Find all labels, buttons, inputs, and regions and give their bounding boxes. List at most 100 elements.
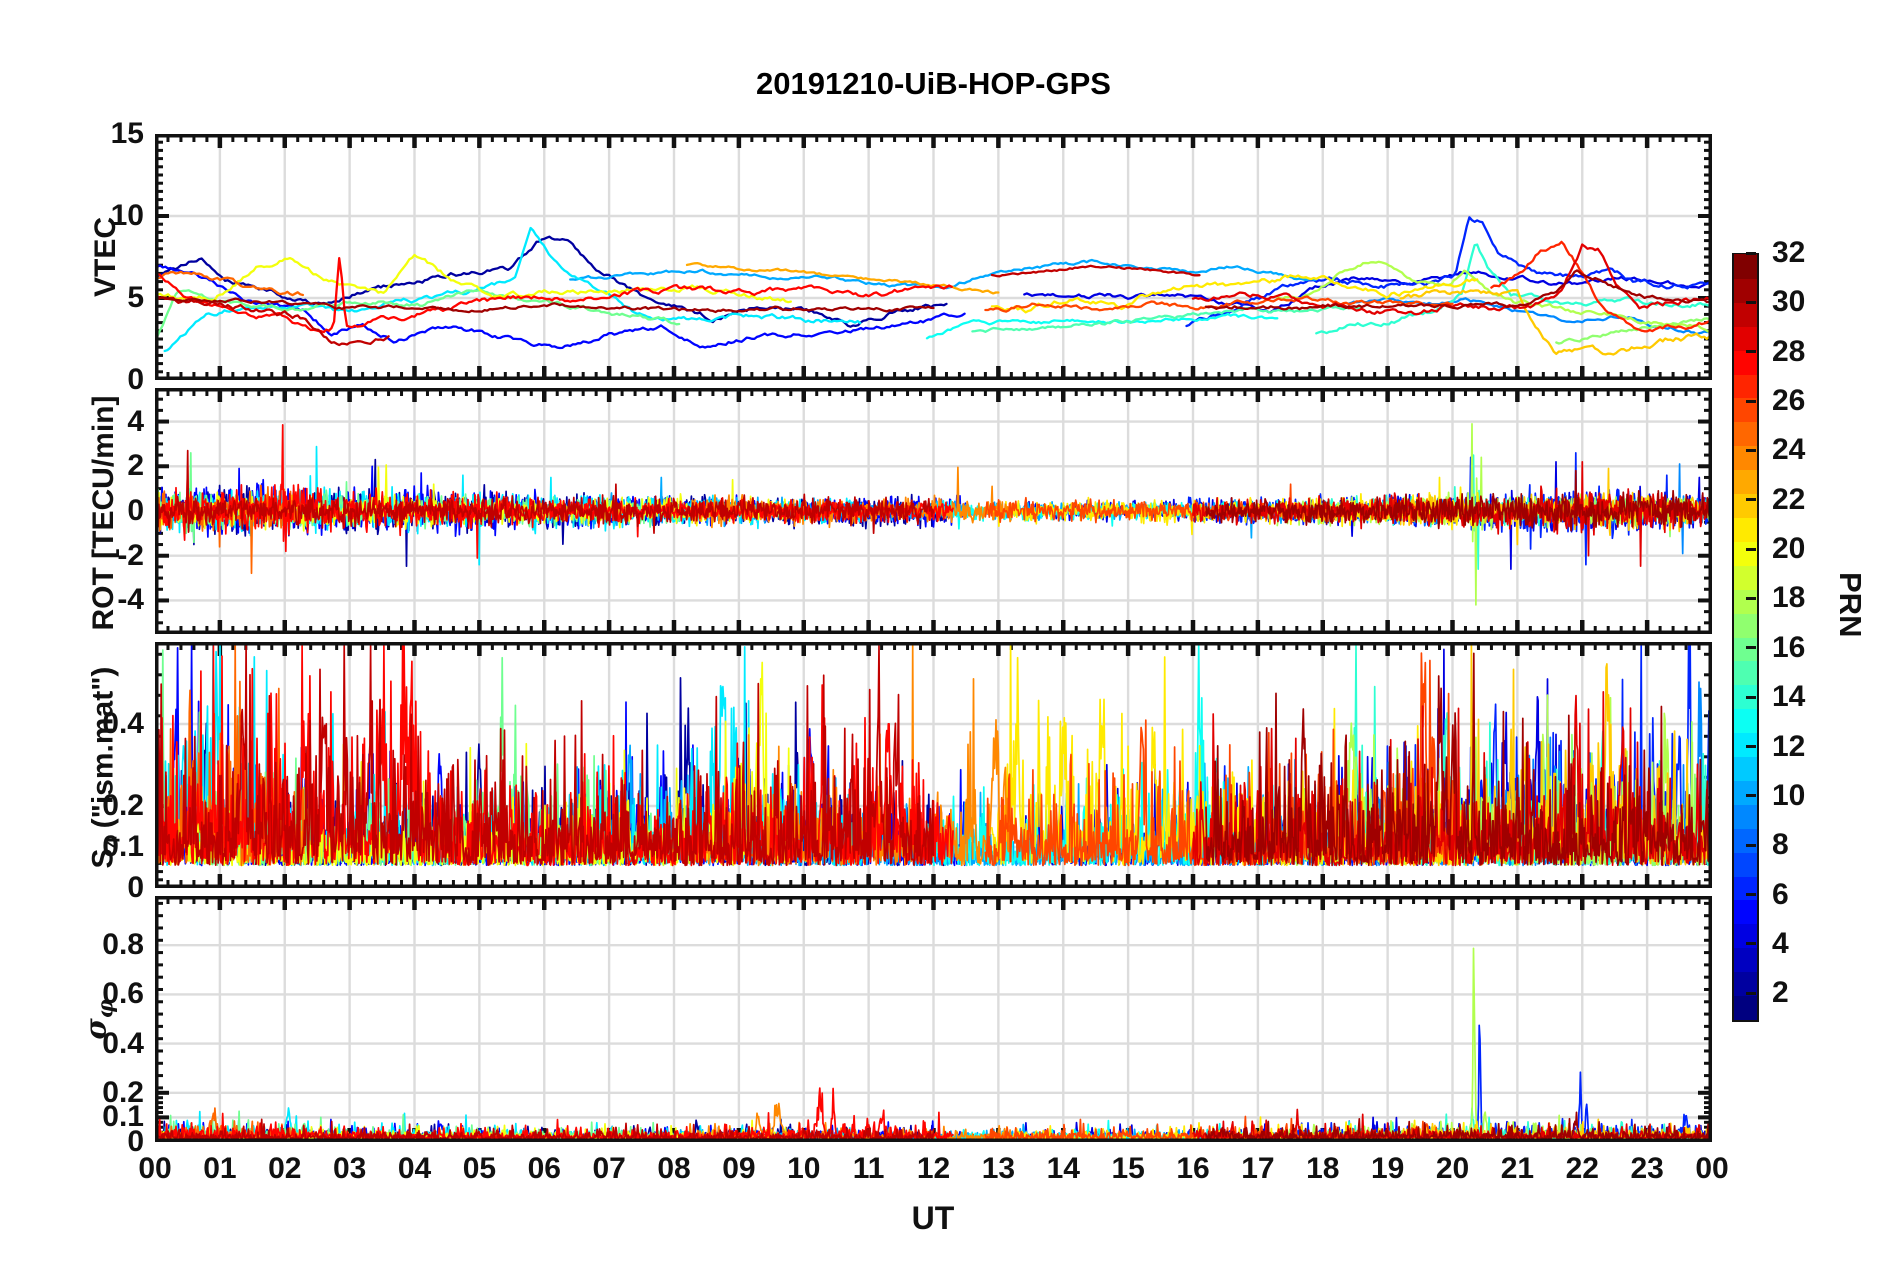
series-prn-30 — [990, 264, 1201, 278]
colorbar-band — [1734, 540, 1757, 566]
colorbar-band — [1734, 827, 1757, 853]
colorbar-band — [1734, 684, 1757, 710]
colorbar-tick-label: 10 — [1772, 778, 1806, 812]
colorbar-band — [1734, 469, 1757, 495]
axes-frame — [155, 642, 1712, 888]
y-tick-label: 0.2 — [102, 1075, 144, 1109]
series-prn-17 — [1555, 317, 1712, 345]
colorbar-tick — [1746, 991, 1756, 995]
colorbar-tick-label: 20 — [1772, 532, 1806, 566]
colorbar-band — [1734, 803, 1757, 829]
panel-s4-plot — [155, 642, 1712, 888]
series-prn-22 — [1399, 288, 1712, 356]
x-tick-label: 16 — [1176, 1152, 1210, 1185]
y-tick-label: 0.6 — [102, 977, 144, 1011]
x-tick-label: 05 — [462, 1152, 497, 1185]
colorbar-tick — [1746, 745, 1756, 749]
colorbar-tick — [1746, 942, 1756, 946]
colorbar-tick-label: 6 — [1772, 877, 1789, 911]
colorbar-tick-label: 18 — [1772, 581, 1806, 615]
series-prn-31 — [1205, 469, 1712, 532]
y-tick-label: 0.1 — [102, 830, 144, 863]
colorbar-band — [1734, 875, 1757, 901]
colorbar-band — [1734, 994, 1757, 1020]
chart-title: 20191210-UiB-HOP-GPS — [756, 66, 1111, 101]
x-axis-title: UT — [911, 1200, 955, 1236]
series-group — [155, 216, 1712, 356]
colorbar-band — [1734, 708, 1757, 734]
colorbar-band — [1734, 516, 1757, 542]
grid — [155, 896, 1712, 1142]
colorbar-band — [1734, 277, 1757, 303]
axis-ticks — [155, 134, 1712, 380]
x-tick-label: 22 — [1565, 1152, 1599, 1185]
series-group — [155, 644, 1712, 867]
colorbar-band — [1734, 421, 1757, 447]
series-prn-28 — [155, 424, 954, 559]
colorbar-tick — [1746, 646, 1756, 650]
colorbar-band — [1734, 349, 1757, 375]
colorbar-band — [1734, 779, 1757, 805]
x-tick-label: 06 — [527, 1152, 561, 1185]
panel-rot-plot — [155, 388, 1712, 634]
colorbar-tick — [1746, 596, 1756, 600]
x-tick-label: 13 — [981, 1152, 1016, 1185]
colorbar-band — [1734, 660, 1757, 686]
series-prn-20 — [155, 253, 792, 304]
colorbar-band — [1734, 588, 1757, 614]
axes-frame — [155, 896, 1712, 1142]
colorbar-band — [1734, 397, 1757, 423]
colorbar-tick — [1746, 251, 1756, 255]
axis-ticks — [155, 388, 1712, 634]
colorbar-tick — [1746, 547, 1756, 551]
panel-sigma-phi — [155, 896, 1712, 1142]
x-tick-label: 19 — [1370, 1152, 1405, 1185]
x-tick-label: 20 — [1435, 1152, 1470, 1185]
colorbar-band — [1734, 731, 1757, 758]
series-prn-31 — [1205, 1111, 1712, 1140]
series-prn-31 — [155, 296, 935, 314]
colorbar-tick-label: 28 — [1772, 334, 1806, 368]
series-prn-16 — [155, 288, 681, 344]
colorbar-tick — [1746, 448, 1756, 452]
x-tick-label: 03 — [332, 1152, 367, 1185]
y-tick-label: 15 — [110, 117, 144, 150]
colorbar-band — [1734, 325, 1757, 351]
series-prn-28 — [155, 257, 953, 334]
colorbar-tick-label: 26 — [1772, 384, 1806, 418]
colorbar-tick-label: 24 — [1772, 433, 1806, 467]
ylabel-vtec: VTEC — [89, 217, 122, 298]
series-prn-21 — [990, 274, 1479, 314]
colorbar-band — [1734, 492, 1757, 518]
x-tick-label: 14 — [1046, 1152, 1080, 1185]
x-tick-label: 02 — [268, 1152, 302, 1185]
x-tick-label: 11 — [852, 1152, 885, 1185]
x-tick-label: 18 — [1306, 1152, 1340, 1185]
colorbar-tick-label: 22 — [1772, 482, 1806, 516]
colorbar-tick-label: 2 — [1772, 976, 1789, 1010]
series-prn-15 — [971, 305, 1363, 333]
y-tick-label: 4 — [127, 404, 144, 438]
x-tick-label: 23 — [1630, 1152, 1664, 1185]
colorbar-band — [1734, 851, 1757, 877]
series-group — [155, 422, 1712, 606]
panel-vtec — [155, 134, 1712, 380]
y-tick-label: -4 — [117, 583, 144, 617]
colorbar-tick — [1746, 695, 1756, 699]
colorbar-band — [1734, 971, 1757, 997]
colorbar-tick-label: 32 — [1772, 236, 1806, 269]
y-tick-label: 0 — [127, 494, 144, 527]
colorbar-band — [1734, 755, 1757, 781]
x-tick-label: 08 — [657, 1152, 691, 1185]
series-prn-4 — [1023, 270, 1712, 314]
colorbar — [1732, 253, 1759, 1022]
colorbar-tick — [1746, 300, 1756, 304]
x-tick-label: 09 — [722, 1152, 756, 1185]
panel-sigma-phi-plot — [155, 896, 1712, 1142]
y-tick-label: 0 — [127, 363, 144, 396]
x-tick-label: 04 — [397, 1152, 432, 1185]
series-prn-14 — [1315, 243, 1712, 335]
x-tick-label: 21 — [1500, 1152, 1535, 1185]
series-prn-6 — [1185, 216, 1712, 328]
